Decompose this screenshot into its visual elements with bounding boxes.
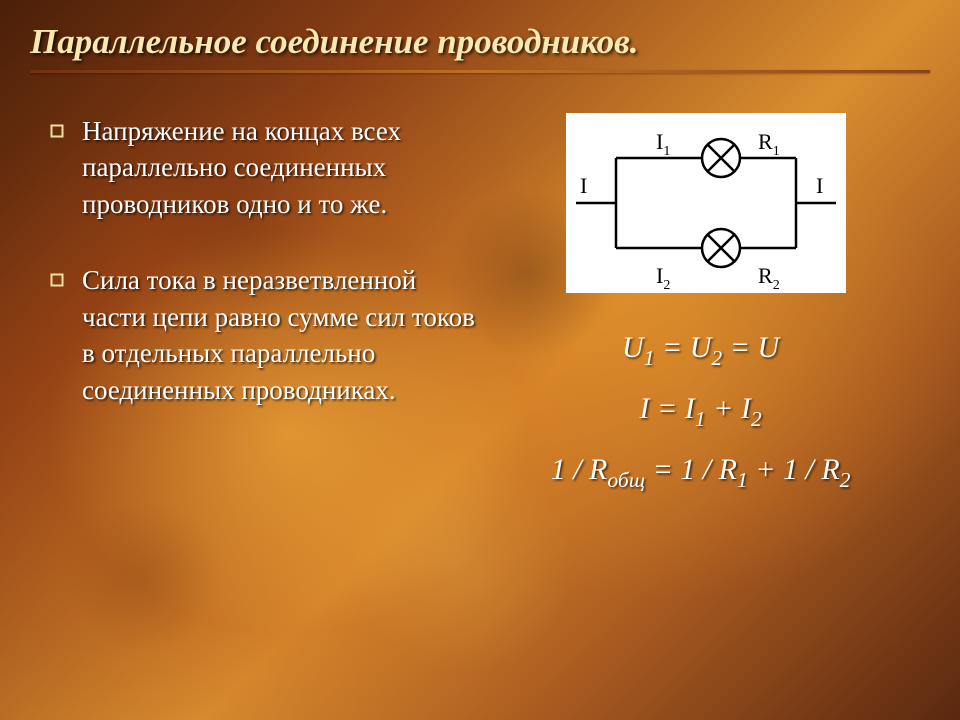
- circuit-diagram: I I I1 R1 I2 R2: [566, 113, 846, 293]
- right-column: I I I1 R1 I2 R2 U1 = U2 = U I = I1 + I2 …: [481, 113, 930, 690]
- bullet-text-1: Напряжение на концах всех параллельно со…: [82, 113, 481, 222]
- list-item: Сила тока в неразветвленной части цепи р…: [50, 262, 481, 408]
- formula-block: U1 = U2 = U I = I1 + I2 1 / Rобщ = 1 / R…: [481, 331, 930, 492]
- bullet-icon: [50, 124, 64, 138]
- bullet-text-2: Сила тока в неразветвленной части цепи р…: [82, 262, 481, 408]
- formula-current: I = I1 + I2: [640, 392, 762, 431]
- bullet-list: Напряжение на концах всех параллельно со…: [50, 113, 481, 408]
- slide: Параллельное соединение проводников. Нап…: [0, 0, 960, 720]
- bullet-column: Напряжение на концах всех параллельно со…: [50, 113, 481, 690]
- formula-voltage: U1 = U2 = U: [622, 331, 779, 370]
- slide-title: Параллельное соединение проводников.: [0, 0, 960, 70]
- label-I-right: I: [816, 173, 823, 198]
- list-item: Напряжение на концах всех параллельно со…: [50, 113, 481, 222]
- formula-resistance: 1 / Rобщ = 1 / R1 + 1 / R2: [551, 453, 851, 492]
- label-I-left: I: [580, 173, 587, 198]
- content-row: Напряжение на концах всех параллельно со…: [0, 73, 960, 720]
- bullet-icon: [50, 273, 64, 287]
